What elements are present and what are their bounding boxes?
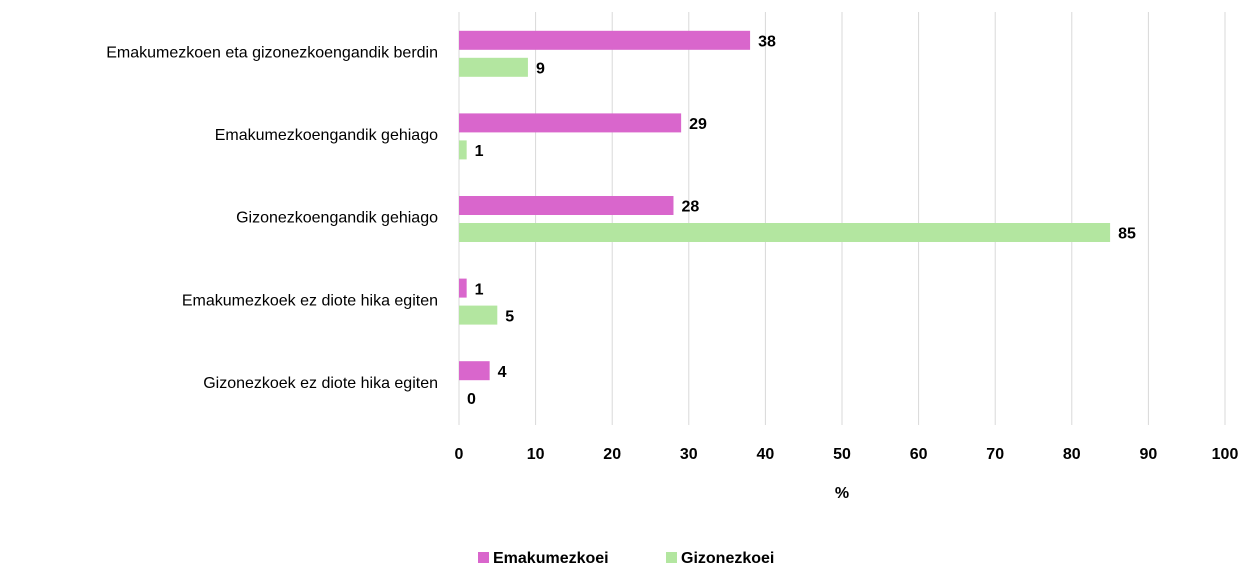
bar bbox=[459, 140, 467, 160]
bar bbox=[459, 278, 467, 298]
x-tick-label: 50 bbox=[833, 446, 851, 463]
x-tick-label: 60 bbox=[910, 446, 928, 463]
y-tick-label: Gizonezkoengandik gehiago bbox=[236, 210, 438, 227]
bar bbox=[459, 113, 682, 133]
legend-swatch bbox=[478, 552, 489, 563]
legend-swatch bbox=[666, 552, 677, 563]
value-label: 28 bbox=[681, 199, 699, 216]
value-label: 0 bbox=[467, 391, 476, 408]
y-tick-label: Emakumezkoen eta gizonezkoengandik berdi… bbox=[106, 45, 438, 62]
bar bbox=[459, 57, 528, 77]
x-tick-label: 90 bbox=[1140, 446, 1158, 463]
x-axis-label: % bbox=[835, 485, 849, 502]
bar bbox=[459, 305, 498, 325]
legend-label: Gizonezkoei bbox=[681, 550, 774, 567]
x-tick-label: 10 bbox=[527, 446, 545, 463]
legend-label: Emakumezkoei bbox=[493, 550, 609, 567]
value-label: 38 bbox=[758, 34, 776, 51]
y-tick-label: Emakumezkoek ez diote hika egiten bbox=[182, 292, 438, 309]
bar bbox=[459, 361, 490, 381]
value-label: 4 bbox=[498, 364, 507, 381]
value-label: 85 bbox=[1118, 226, 1136, 243]
x-tick-label: 0 bbox=[455, 446, 464, 463]
value-label: 1 bbox=[475, 143, 484, 160]
value-label: 9 bbox=[536, 61, 545, 78]
x-tick-label: 70 bbox=[986, 446, 1004, 463]
value-label: 1 bbox=[475, 281, 484, 298]
x-tick-label: 30 bbox=[680, 446, 698, 463]
bar bbox=[459, 30, 751, 50]
value-label: 29 bbox=[689, 116, 707, 133]
value-label: 5 bbox=[505, 308, 514, 325]
y-tick-label: Gizonezkoek ez diote hika egiten bbox=[203, 375, 438, 392]
x-tick-label: 20 bbox=[603, 446, 621, 463]
bar bbox=[459, 223, 1111, 242]
x-tick-label: 100 bbox=[1212, 446, 1239, 463]
bar bbox=[459, 196, 674, 215]
x-tick-label: 40 bbox=[757, 446, 775, 463]
y-tick-label: Emakumezkoengandik gehiago bbox=[215, 127, 438, 144]
x-tick-label: 80 bbox=[1063, 446, 1081, 463]
